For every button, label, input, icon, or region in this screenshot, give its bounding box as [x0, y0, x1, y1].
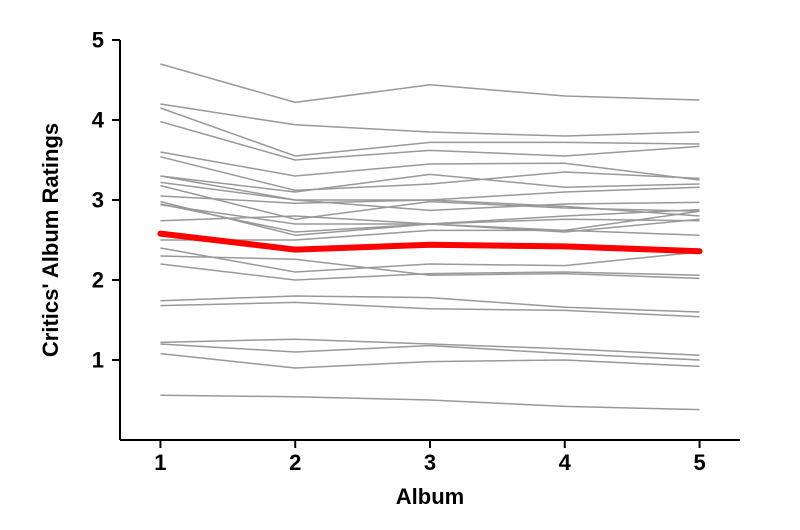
line-chart: 1 2 3 4 5 1 2 3 4 5 Album Critics' Album Ratings: [0, 0, 800, 530]
y-tick-label: 3: [92, 188, 104, 213]
x-tick-label: 4: [559, 450, 572, 475]
x-axis-label: Album: [396, 484, 464, 509]
y-tick-label: 2: [92, 268, 104, 293]
x-tick-label: 1: [154, 450, 166, 475]
x-tick-label: 2: [289, 450, 301, 475]
y-tick-label: 1: [92, 348, 104, 373]
x-tick-label: 5: [693, 450, 705, 475]
y-axis-label: Critics' Album Ratings: [38, 123, 63, 357]
x-tick-label: 3: [424, 450, 436, 475]
y-tick-label: 5: [92, 28, 104, 53]
chart-container: 1 2 3 4 5 1 2 3 4 5 Album Critics' Album Ratings: [0, 0, 800, 530]
y-tick-label: 4: [92, 108, 105, 133]
